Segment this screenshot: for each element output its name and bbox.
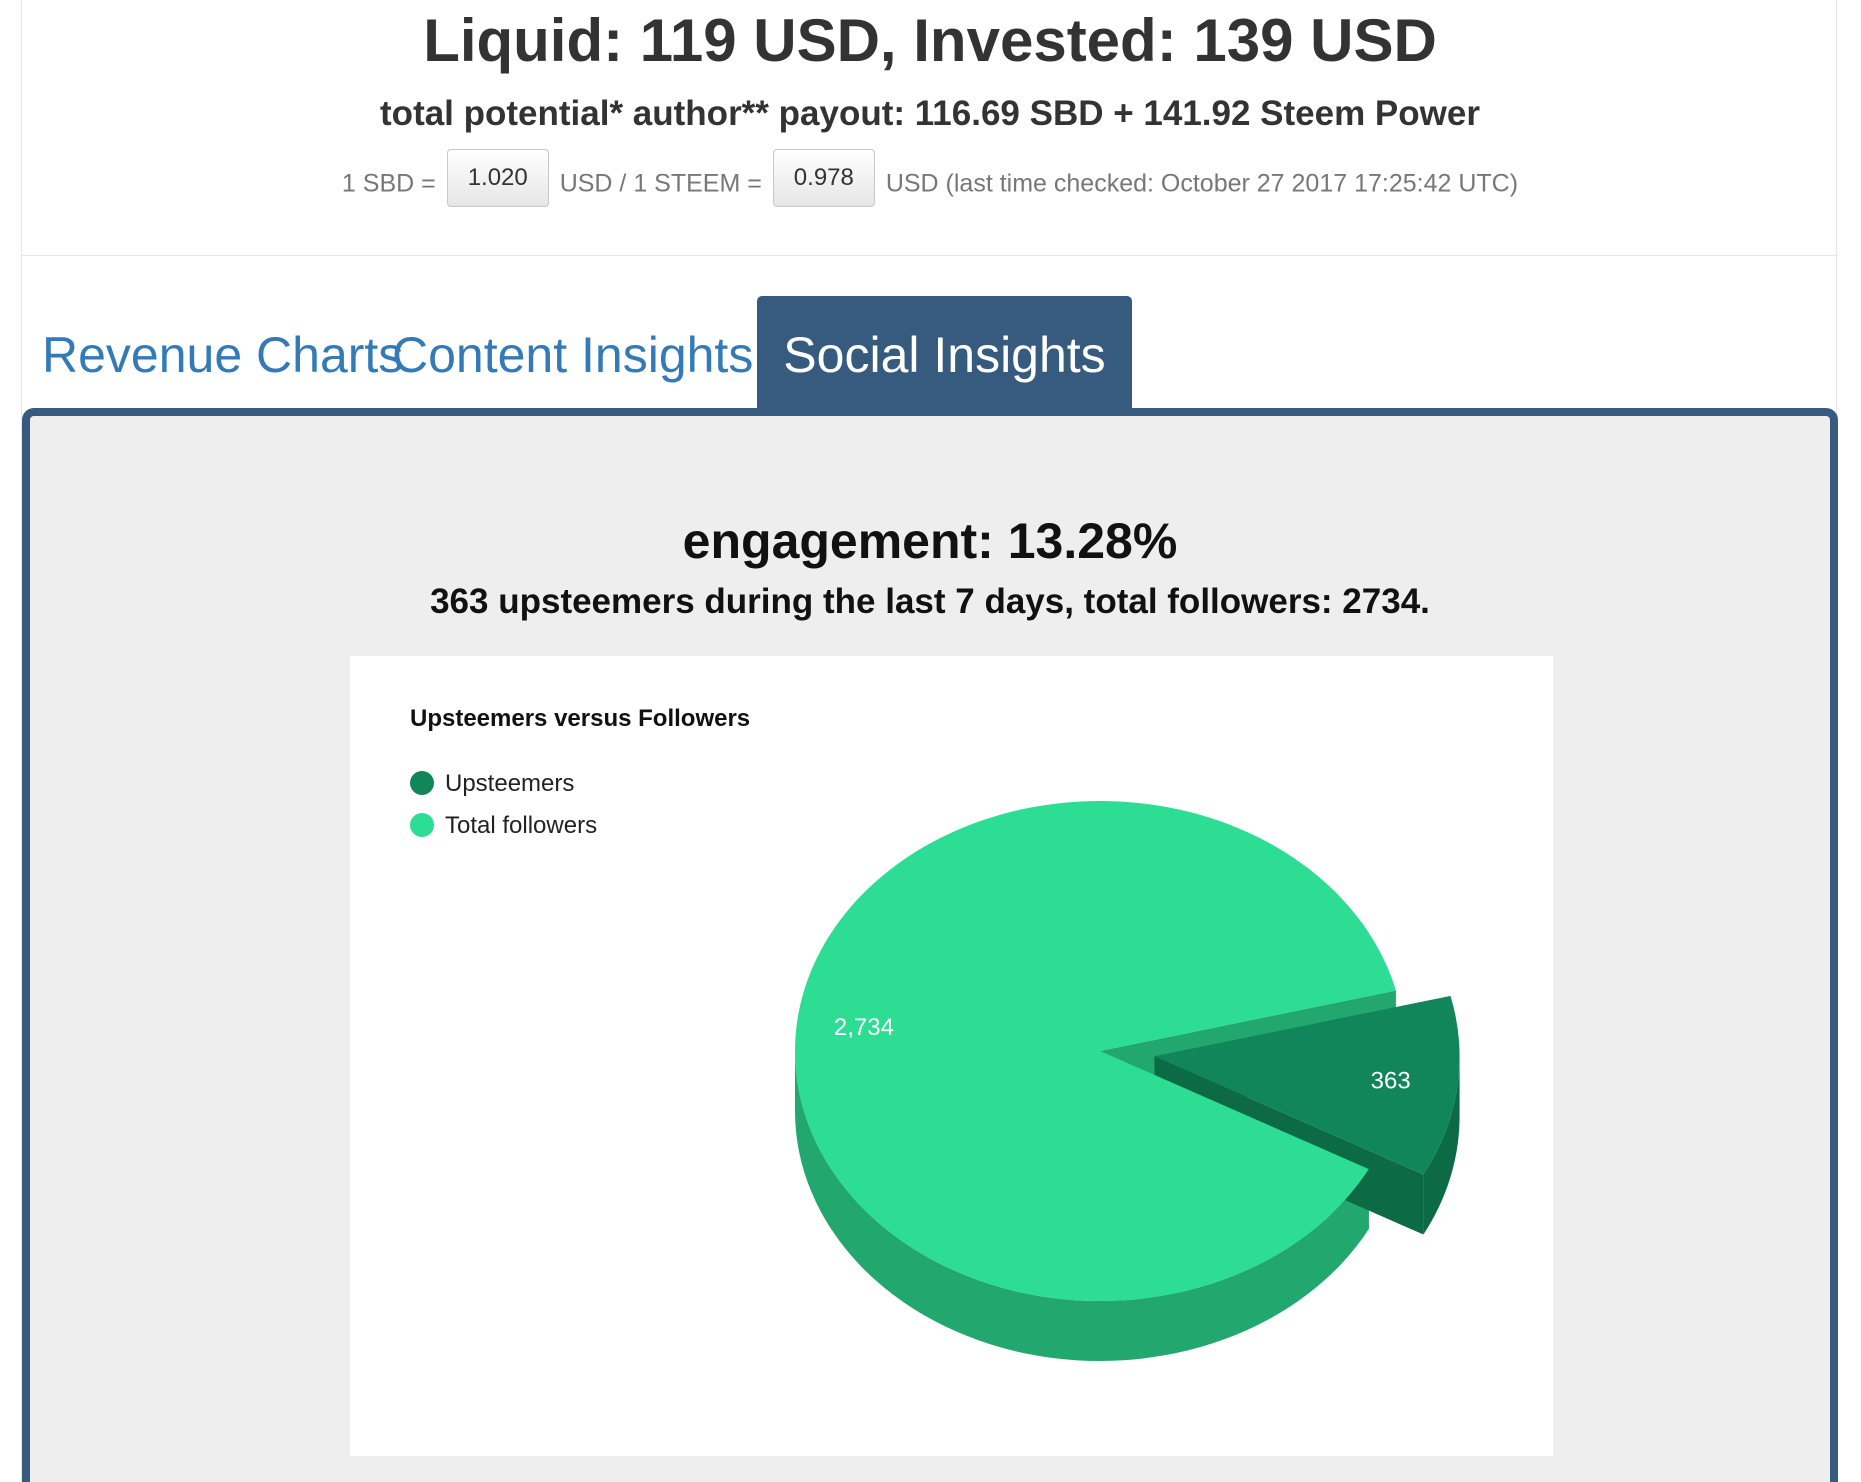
tab-content-insights[interactable]: Content Insights: [392, 327, 754, 383]
pie-slice-upsteemers: [1154, 995, 1460, 1175]
balance-title: Liquid: 119 USD, Invested: 139 USD: [423, 7, 1437, 74]
sbd-rate-label: 1 SBD =: [341, 169, 436, 198]
sbd-rate-value[interactable]: 1.020: [446, 149, 549, 207]
rate-checked-note: USD (last time checked: October 27 2017 …: [885, 169, 1519, 198]
pie-label-upsteemers: 363: [1371, 1068, 1411, 1095]
steem-rate-label: USD / 1 STEEM =: [559, 169, 762, 198]
pie-chart-container: Upsteemers versus Followers Upsteemers To…: [350, 656, 1553, 1456]
chart-title: Upsteemers versus Followers: [410, 705, 750, 732]
account-summary-header: Liquid: 119 USD, Invested: 139 USD total…: [22, 0, 1838, 256]
engagement-summary: 363 upsteemers during the last 7 days, t…: [430, 582, 1430, 621]
legend-marker-total-followers: [410, 813, 434, 837]
chart-legend: Upsteemers Total followers: [410, 770, 597, 839]
payout-subtitle: total potential* author** payout: 116.69…: [380, 94, 1480, 133]
steem-rate-value[interactable]: 0.978: [772, 149, 875, 207]
tab-social-insights[interactable]: Social Insights: [757, 296, 1132, 408]
page-frame: Liquid: 119 USD, Invested: 139 USD total…: [21, 0, 1838, 1482]
tab-revenue-charts[interactable]: Revenue Charts: [42, 327, 404, 383]
exchange-rates: 1 SBD = 1.020 USD / 1 STEEM = 0.978 USD …: [22, 149, 1838, 213]
legend-label-upsteemers: Upsteemers: [445, 770, 574, 797]
legend-marker-upsteemers: [410, 771, 434, 795]
pie-label-total-followers: 2,734: [834, 1014, 894, 1041]
pie-side-upsteemers-0: [1423, 1056, 1460, 1235]
social-insights-panel: engagement: 13.28% 363 upsteemers during…: [22, 408, 1838, 1482]
insight-tabs: Revenue Charts Content Insights Social I…: [22, 296, 1838, 408]
pie-side-total-followers-0: [795, 1051, 1369, 1361]
pie-slices: 363 2,734: [794, 801, 1460, 1361]
legend-label-total-followers: Total followers: [445, 812, 597, 839]
pie-slice-total-followers: [794, 801, 1396, 1301]
pie-chart: Upsteemers versus Followers Upsteemers To…: [410, 705, 1460, 1361]
engagement-heading: engagement: 13.28%: [682, 513, 1178, 569]
